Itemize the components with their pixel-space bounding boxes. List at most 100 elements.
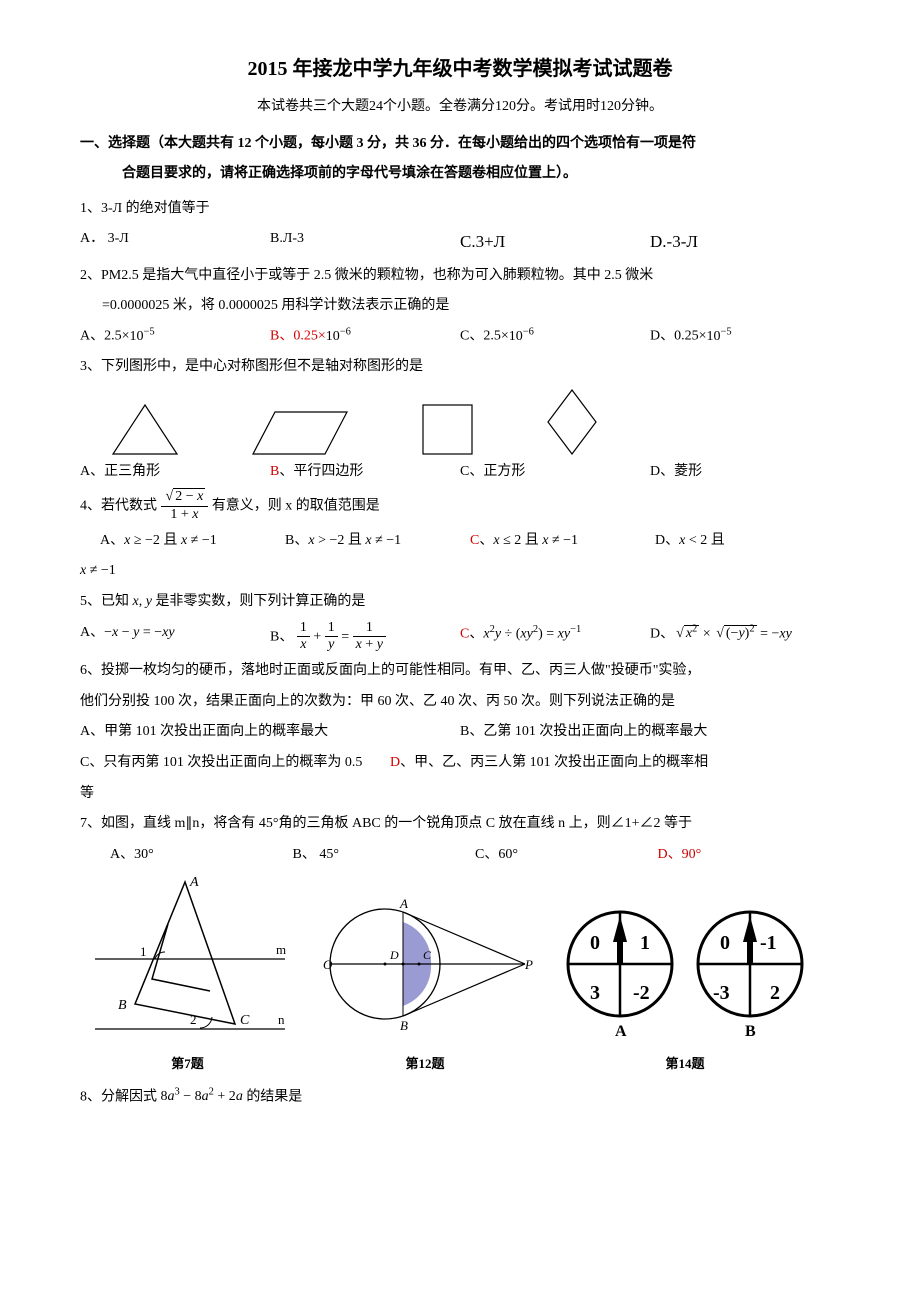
q4-opt-b: B、x > −2 且 x ≠ −1 [285, 528, 470, 555]
q4-tail: x ≠ −1 [80, 558, 840, 585]
q3-options: A、正三角形 B、平行四边形 C、正方形 D、菱形 [80, 459, 840, 486]
q2-opt-d-label: D、0.25× [650, 329, 707, 344]
q3-opt-a: A、正三角形 [80, 459, 270, 486]
q6-text-b: 他们分别投 100 次，结果正面向上的次数为：甲 60 次、乙 40 次、丙 5… [80, 689, 840, 716]
figure-14-svg: 0 1 3 -2 A 0 -1 -3 2 B [555, 904, 815, 1039]
q6-opt-d: D、甲、乙、丙三人第 101 次投出正面向上的概率相 [390, 750, 840, 777]
section-1-heading-b: 合题目要求的，请将正确选择项前的字母代号填涂在答题卷相应位置上）。 [122, 161, 840, 188]
q2-opt-b: B、0.25×10−6 [270, 322, 460, 350]
q3-text: 3、下列图形中，是中心对称图形但不是轴对称图形的是 [80, 354, 840, 381]
q6-tail: 等 [80, 781, 840, 808]
svg-text:A: A [189, 875, 199, 890]
q6-row1: A、甲第 101 次投出正面向上的概率最大 B、乙第 101 次投出正面向上的概… [80, 719, 840, 746]
svg-text:1: 1 [640, 932, 650, 954]
figure-14: 0 1 3 -2 A 0 -1 -3 2 B 第14题 [555, 904, 815, 1076]
svg-text:B: B [745, 1023, 756, 1039]
q1-opt-c: C.3+Л [460, 226, 650, 258]
q2-opt-a-label: A、2.5× [80, 329, 130, 344]
q5-opt-a: A、−x − y = −xy [80, 620, 270, 655]
q4-opt-d: D、x < 2 且 [655, 528, 840, 555]
q8-pre: 8、分解因式 [80, 1089, 161, 1104]
svg-text:2: 2 [770, 982, 780, 1004]
q6-opt-b: B、乙第 101 次投出正面向上的概率最大 [460, 719, 840, 746]
q6-row2: C、只有丙第 101 次投出正面向上的概率为 0.5 D、甲、乙、丙三人第 10… [80, 750, 840, 777]
q3-opt-d: D、菱形 [650, 459, 840, 486]
q1-text: 1、3-Л 的绝对值等于 [80, 196, 840, 223]
q5-opt-c: C、x2y ÷ (xy2) = xy−1 [460, 620, 650, 655]
q4-text: 4、若代数式 2 − x 1 + x 有意义，则 x 的取值范围是 [80, 489, 840, 524]
q2-text-a: 2、PM2.5 是指大气中直径小于或等于 2.5 微米的颗粒物，也称为可入肺颗粒… [80, 263, 840, 290]
q5-text: 5、已知 x, y 是非零实数，则下列计算正确的是 [80, 589, 840, 616]
page-title: 2015 年接龙中学九年级中考数学模拟考试试题卷 [80, 50, 840, 88]
q4-pre: 4、若代数式 [80, 499, 161, 514]
q1-opt-d: D.-3-Л [650, 226, 840, 258]
q4-options: A、x ≥ −2 且 x ≠ −1 B、x > −2 且 x ≠ −1 C、x … [100, 528, 840, 555]
svg-text:1: 1 [140, 944, 147, 959]
svg-text:-2: -2 [633, 982, 650, 1004]
svg-text:B: B [118, 998, 127, 1013]
svg-text:D: D [389, 948, 399, 962]
q3-opt-b: B、平行四边形 [270, 459, 460, 486]
svg-text:n: n [278, 1012, 285, 1027]
q8-text: 8、分解因式 8a3 − 8a2 + 2a 的结果是 [80, 1083, 840, 1111]
q2-opt-a: A、2.5×10−5 [80, 322, 270, 350]
page-subtitle: 本试卷共三个大题24个小题。全卷满分120分。考试用时120分钟。 [80, 94, 840, 121]
q2-opt-c-label: C、2.5× [460, 329, 509, 344]
parallelogram-icon [250, 409, 350, 457]
triangle-icon [110, 402, 180, 457]
q2-options: A、2.5×10−5 B、0.25×10−6 C、2.5×10−6 D、0.25… [80, 322, 840, 350]
q2-opt-c: C、2.5×10−6 [460, 322, 650, 350]
q5-opt-b: B、 1x + 1y = 1x + y [270, 620, 460, 655]
svg-text:m: m [276, 942, 286, 957]
q8-post: 的结果是 [243, 1089, 303, 1104]
q2-opt-c-exp: 10−6 [509, 329, 534, 344]
rhombus-icon [545, 387, 600, 457]
q1-opt-a: A． 3-Л [80, 226, 270, 258]
svg-text:-3: -3 [713, 982, 730, 1004]
q2-opt-b-label: B、0.25× [270, 329, 326, 344]
square-icon [420, 402, 475, 457]
q2-opt-a-exp: 10−5 [130, 329, 155, 344]
svg-text:0: 0 [590, 932, 600, 954]
section-1-heading-a: 一、选择题（本大题共有 12 个小题，每小题 3 分，共 36 分．在每小题给出… [80, 131, 840, 158]
q4-post: 有意义，则 x 的取值范围是 [212, 499, 380, 514]
svg-text:A: A [399, 896, 408, 911]
figure-12-svg: A B O D C P [315, 894, 535, 1039]
q5-opt-d: D、x2 × (−y)2 = −xy [650, 620, 840, 655]
svg-text:3: 3 [590, 982, 600, 1004]
svg-text:O: O [323, 957, 333, 972]
svg-text:2: 2 [190, 1012, 197, 1027]
q7-opt-c: C、60° [475, 842, 658, 869]
q7-options: A、30° B、 45° C、60° D、90° [110, 842, 840, 869]
figure-12: A B O D C P 第12题 [315, 894, 535, 1076]
q4-opt-a: A、x ≥ −2 且 x ≠ −1 [100, 528, 285, 555]
svg-text:P: P [524, 957, 533, 972]
q6-opt-a: A、甲第 101 次投出正面向上的概率最大 [80, 719, 460, 746]
q7-opt-d: D、90° [658, 842, 841, 869]
svg-text:-1: -1 [760, 932, 777, 954]
figure-7: A B C m n 1 2 第7题 [80, 874, 295, 1076]
q7-opt-b: B、 45° [293, 842, 476, 869]
svg-text:B: B [400, 1018, 408, 1033]
figures-row: A B C m n 1 2 第7题 A B O [80, 874, 840, 1076]
q2-opt-b-exp: 10−6 [326, 329, 351, 344]
q3-opt-c: C、正方形 [460, 459, 650, 486]
q4-opt-c: C、x ≤ 2 且 x ≠ −1 [470, 528, 655, 555]
svg-text:C: C [423, 948, 432, 962]
figure-12-caption: 第12题 [315, 1052, 535, 1077]
q4-fraction: 2 − x 1 + x [161, 489, 209, 524]
q6-text-a: 6、投掷一枚均匀的硬币，落地时正面或反面向上的可能性相同。有甲、乙、丙三人做"投… [80, 658, 840, 685]
q6-opt-c: C、只有丙第 101 次投出正面向上的概率为 0.5 [80, 750, 390, 777]
figure-7-svg: A B C m n 1 2 [80, 874, 295, 1039]
q7-opt-a: A、30° [110, 842, 293, 869]
q2-opt-d-exp: 10−5 [707, 329, 732, 344]
q2-opt-d: D、0.25×10−5 [650, 322, 840, 350]
svg-text:C: C [240, 1013, 250, 1028]
q1-opt-b: B.Л-3 [270, 226, 460, 258]
q3-shapes [110, 387, 840, 457]
figure-14-caption: 第14题 [555, 1052, 815, 1077]
svg-text:A: A [615, 1023, 627, 1039]
svg-text:0: 0 [720, 932, 730, 954]
q8-expr: 8a3 − 8a2 + 2a [161, 1089, 243, 1104]
q2-text-b: =0.0000025 米，将 0.0000025 用科学计数法表示正确的是 [102, 293, 840, 320]
